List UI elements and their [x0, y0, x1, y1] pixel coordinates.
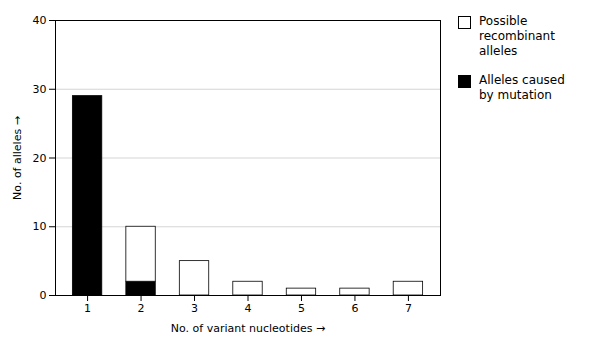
svg-text:No. of alleles →: No. of alleles → — [11, 116, 24, 200]
svg-text:10: 10 — [33, 220, 47, 233]
svg-text:20: 20 — [33, 152, 47, 165]
svg-text:40: 40 — [33, 14, 47, 27]
svg-text:6: 6 — [351, 302, 358, 315]
svg-text:1: 1 — [84, 302, 91, 315]
svg-text:4: 4 — [245, 302, 252, 315]
svg-text:5: 5 — [298, 302, 305, 315]
svg-text:3: 3 — [191, 302, 198, 315]
svg-text:2: 2 — [138, 302, 145, 315]
svg-text:No. of variant nucleotides →: No. of variant nucleotides → — [171, 322, 325, 335]
svg-text:0: 0 — [40, 289, 47, 302]
svg-text:7: 7 — [405, 302, 412, 315]
svg-text:30: 30 — [33, 83, 47, 96]
html-text:Possible recombinant alleles: Possible recombinant alleles — [479, 14, 555, 58]
html-text:Alleles caused by mutation: Alleles caused by mutation — [479, 73, 565, 102]
